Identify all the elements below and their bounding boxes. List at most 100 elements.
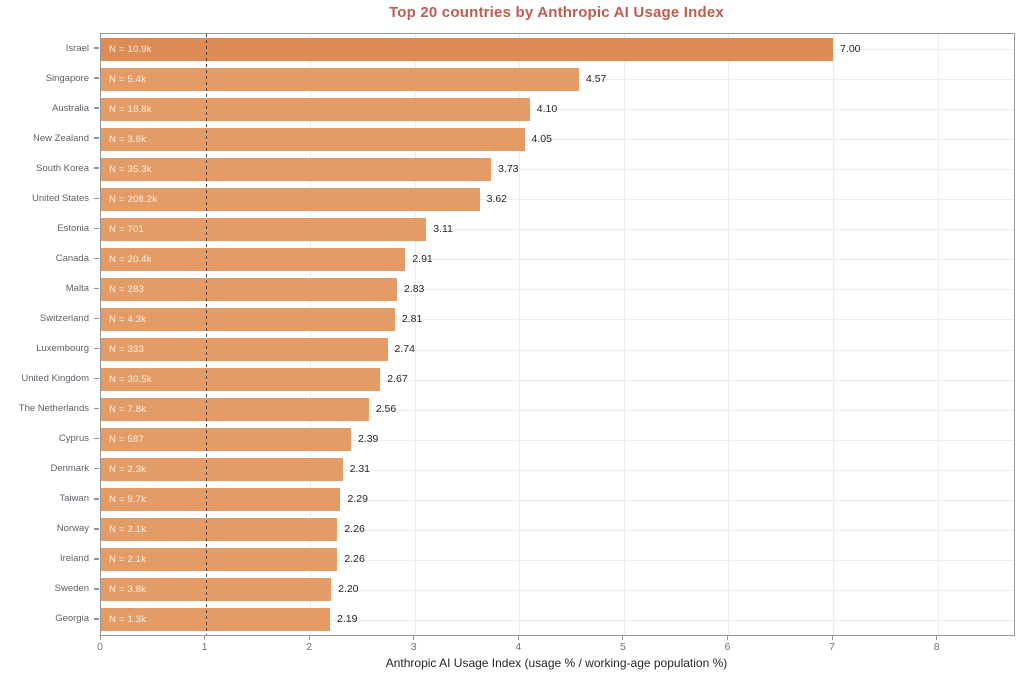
y-tick-mark (94, 107, 99, 109)
x-tick-mark (308, 636, 310, 640)
bar: N = 35.3k (101, 157, 492, 181)
bar-value-label: 2.19 (337, 613, 358, 626)
bar-value-label: 4.57 (585, 72, 607, 85)
bar-n-label: N = 5.4k (109, 73, 147, 85)
y-gridline (101, 559, 1014, 561)
y-gridline (101, 439, 1014, 441)
bar: N = 587 (101, 428, 351, 452)
bar: N = 18.8k (101, 97, 530, 121)
bar-n-label: N = 2.1k (109, 554, 147, 566)
bar-value-label: 2.29 (347, 493, 368, 506)
bar-n-label: N = 208.2k (109, 193, 158, 205)
bar: N = 3.6k (101, 127, 525, 151)
y-gridline (101, 169, 1014, 171)
y-tick-mark (94, 137, 99, 139)
bar-value-label: 2.39 (357, 433, 379, 446)
bar: N = 10.9k (101, 37, 834, 61)
y-gridline (101, 619, 1014, 621)
bar: N = 9.7k (101, 488, 341, 512)
x-gridline (728, 34, 730, 635)
y-tick-label: Australia (52, 102, 89, 114)
x-tick-label: 1 (201, 641, 208, 653)
y-tick-mark (94, 528, 99, 530)
bar-value-label: 3.73 (498, 162, 519, 175)
bar: N = 5.4k (101, 67, 579, 91)
y-tick-mark (94, 437, 99, 440)
bar: N = 7.8k (101, 398, 369, 422)
bar-value-label: 4.05 (531, 132, 552, 145)
x-tick-label: 6 (724, 641, 731, 653)
x-tick-mark (622, 636, 624, 640)
bar-n-label: N = 2.3k (109, 464, 147, 476)
x-gridline (623, 34, 625, 635)
x-tick-label: 8 (933, 641, 940, 653)
x-gridline (937, 34, 939, 635)
bar-value-label: 2.20 (338, 583, 359, 596)
bar-n-label: N = 7.8k (109, 404, 147, 416)
y-tick-label: Switzerland (39, 312, 89, 324)
x-tick-label: 4 (515, 641, 522, 653)
y-tick-label: Norway (56, 523, 89, 535)
y-tick-label: Taiwan (59, 493, 89, 505)
y-tick-label: Ireland (59, 553, 89, 565)
x-tick-label: 3 (410, 641, 417, 653)
y-gridline (101, 109, 1014, 111)
bar-value-label: 2.26 (344, 553, 365, 566)
x-gridline (833, 34, 835, 635)
x-gridline (519, 34, 521, 635)
y-tick-label: New Zealand (33, 132, 89, 144)
y-tick-mark (94, 558, 99, 560)
x-tick-label: 7 (829, 641, 835, 653)
bar: N = 2.1k (101, 518, 338, 542)
bar: N = 3.8k (101, 578, 332, 602)
y-tick-mark (94, 498, 99, 500)
y-tick-label: Canada (55, 252, 89, 264)
y-gridline (101, 499, 1014, 501)
y-gridline (101, 409, 1014, 411)
x-tick-mark (413, 636, 415, 640)
y-gridline (101, 259, 1014, 261)
y-tick-label: United Kingdom (21, 373, 89, 385)
y-tick-mark (94, 257, 99, 260)
bar: N = 2.3k (101, 458, 343, 482)
bar-n-label: N = 587 (109, 434, 144, 446)
y-tick-mark (94, 347, 99, 350)
y-tick-label: Luxembourg (36, 343, 89, 355)
y-tick-label: Sweden (54, 583, 89, 595)
bar-n-label: N = 18.8k (109, 103, 152, 115)
bar-value-label: 2.26 (344, 523, 365, 536)
bar-value-label: 2.91 (412, 252, 433, 265)
bar-n-label: N = 9.7k (109, 494, 147, 506)
x-tick-mark (99, 636, 101, 640)
y-tick-label: Malta (65, 282, 89, 294)
y-gridline (101, 589, 1014, 591)
y-tick-mark (94, 197, 99, 200)
bar-n-label: N = 2.1k (109, 524, 147, 536)
x-tick-mark (726, 636, 728, 640)
y-tick-label: United States (31, 192, 89, 204)
x-tick-label: 2 (306, 641, 313, 653)
bar-n-label: N = 333 (109, 344, 144, 356)
bar: N = 283 (101, 277, 397, 301)
bar-value-label: 2.67 (387, 373, 408, 386)
bar-value-label: 4.10 (536, 102, 558, 115)
x-tick-mark (936, 636, 938, 640)
y-gridline (101, 199, 1014, 201)
y-tick-label: South Korea (36, 162, 89, 174)
bar-n-label: N = 20.4k (109, 253, 152, 265)
x-tick-mark (204, 636, 206, 640)
bar-n-label: N = 283 (109, 283, 144, 295)
bar-n-label: N = 10.9k (109, 43, 152, 55)
y-gridline (101, 529, 1014, 531)
bar-value-label: 2.56 (375, 403, 397, 416)
bar: N = 701 (101, 217, 427, 241)
bar: N = 333 (101, 338, 388, 362)
y-tick-label: Denmark (50, 463, 89, 475)
y-tick-mark (94, 618, 99, 620)
bar: N = 208.2k (101, 187, 480, 211)
bar: N = 30.5k (101, 368, 381, 392)
y-gridline (101, 289, 1014, 291)
bar-value-label: 2.31 (349, 463, 371, 476)
y-gridline (101, 319, 1014, 321)
x-tick-mark (517, 636, 519, 640)
